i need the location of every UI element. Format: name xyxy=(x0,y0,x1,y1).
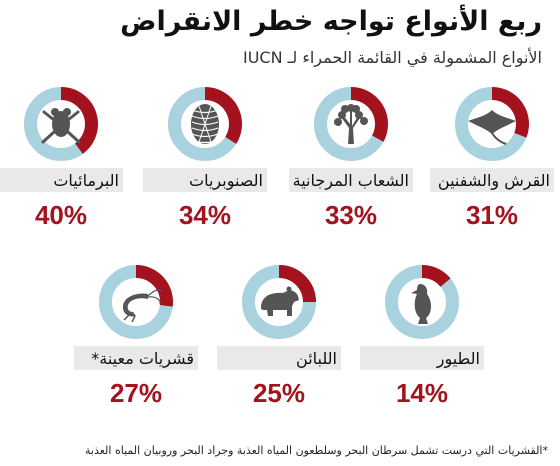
category-label: الطيور xyxy=(436,349,480,369)
value-label: 34% xyxy=(179,200,231,230)
value-label: 27% xyxy=(110,378,162,408)
donut-slice-threatened xyxy=(60,87,98,154)
footnote: *القشريات التي درست تشمل سرطان البحر وسل… xyxy=(85,444,548,457)
category-label: قشريات معينة* xyxy=(91,349,194,369)
chart-title: ربع الأنواع تواجه خطر الانقراض xyxy=(120,6,542,37)
category-label: البرمائيات xyxy=(53,171,119,191)
value-label: 25% xyxy=(253,378,305,408)
category-label-bg xyxy=(143,168,267,192)
category-label-bg xyxy=(289,168,413,192)
pine-cone-icon xyxy=(191,104,219,144)
donut-7: قشريات معينة* 27% xyxy=(74,265,198,408)
category-label: الصنوبريات xyxy=(189,171,263,191)
bear-icon xyxy=(261,286,299,316)
category-label-bg xyxy=(217,346,341,370)
value-label: 14% xyxy=(396,378,448,408)
shrimp-icon xyxy=(122,289,163,323)
value-label: 31% xyxy=(466,200,518,230)
value-label: 33% xyxy=(325,200,377,230)
donut-slice-threatened xyxy=(350,87,388,142)
bird-icon xyxy=(411,284,432,324)
donut-slice-threatened xyxy=(491,87,529,138)
value-label: 40% xyxy=(35,200,87,230)
category-label: اللبائن xyxy=(296,349,337,369)
donut-4: البرمائيات 40% xyxy=(0,87,123,230)
donut-slice-threatened xyxy=(278,265,316,303)
donut-3: الصنوبريات 34% xyxy=(143,87,267,230)
donut-2: الشعاب المرجانية 33% xyxy=(289,87,413,230)
ray-icon xyxy=(468,110,516,145)
frog-icon xyxy=(41,108,81,144)
category-label-bg xyxy=(74,346,198,370)
category-label-bg xyxy=(360,346,484,370)
donut-1: القرش والشفنين 31% xyxy=(430,87,554,230)
category-label-bg xyxy=(430,168,554,192)
category-label: الشعاب المرجانية xyxy=(293,171,409,191)
donut-slice-threatened xyxy=(421,265,451,288)
donut-5: الطيور 14% xyxy=(360,265,484,408)
chart-subtitle: الأنواع المشمولة في القائمة الحمراء لـ I… xyxy=(243,48,542,67)
coral-icon xyxy=(334,104,368,144)
donut-slice-threatened xyxy=(135,265,173,307)
category-label: القرش والشفنين xyxy=(438,171,550,191)
donut-chart-grid: القرش والشفنين 31% الشعاب المرجانية 33% الصن… xyxy=(0,87,554,408)
donut-6: اللبائن 25% xyxy=(217,265,341,408)
donut-slice-threatened xyxy=(204,87,242,144)
category-label-bg xyxy=(0,168,123,192)
